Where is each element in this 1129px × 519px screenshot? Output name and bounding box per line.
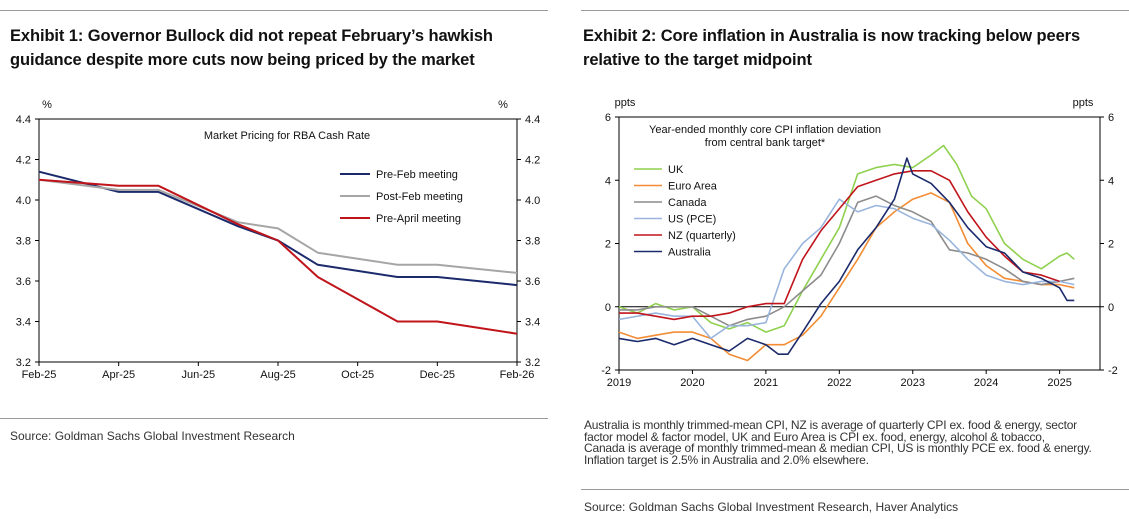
series-line-pre-april-meeting (38, 178, 518, 335)
chart-inner-title: Year-ended monthly core CPI inflation de… (649, 124, 881, 136)
x-tick-label: Dec-25 (420, 369, 455, 381)
y-tick-label-left: 4 (605, 175, 611, 187)
legend-label: NZ (quarterly) (668, 230, 736, 242)
y-tick-label-left: 4.0 (16, 195, 31, 207)
x-tick-label: 2023 (900, 377, 924, 389)
exhibit-2-note: Australia is monthly trimmed-mean CPI, N… (584, 418, 1129, 467)
note-line: Canada is average of monthly trimmed-mea… (584, 441, 1092, 456)
exhibit-1-title: Exhibit 1: Governor Bullock did not repe… (10, 24, 540, 72)
bottom-rule (581, 489, 1129, 490)
y-tick-label-right: 4 (1108, 175, 1114, 187)
y-tick-label-left: 4.2 (16, 155, 31, 167)
y-tick-label-left: 2 (605, 239, 611, 251)
legend-label: Pre-Feb meeting (376, 169, 458, 181)
x-tick-label: 2021 (754, 377, 778, 389)
x-tick-label: 2024 (974, 377, 998, 389)
x-tick-label: Jun-25 (182, 369, 216, 381)
series-line-nz-quarterly (619, 170, 1060, 321)
y-tick-label-left: 3.4 (16, 317, 31, 329)
y-tick-label-left: 6 (605, 112, 611, 124)
x-tick-label: Oct-25 (341, 369, 374, 381)
chart-inner-title: Market Pricing for RBA Cash Rate (204, 130, 370, 142)
y-tick-label-right: 4.0 (525, 195, 540, 207)
series-line-uk (618, 144, 1075, 333)
x-tick-label: Feb-26 (500, 369, 535, 381)
chart-inner-title: from central bank target* (705, 137, 826, 149)
bottom-rule (0, 418, 548, 419)
title-line-1: Exhibit 2: Core inflation in Australia i… (583, 27, 1081, 45)
legend-label: Canada (668, 197, 707, 209)
y-tick-label-right: 4.2 (525, 155, 540, 167)
y-tick-label-right: -2 (1108, 365, 1118, 377)
note-line: Inflation target is 2.5% in Australia an… (584, 452, 869, 467)
y-tick-label-left: 4.4 (16, 114, 31, 126)
y-tick-label-left: -2 (601, 365, 611, 377)
legend-label: Post-Feb meeting (376, 191, 463, 203)
y-tick-label-right: 3.2 (525, 357, 540, 369)
legend-label: Pre-April meeting (376, 213, 461, 225)
x-tick-label: 2025 (1047, 377, 1071, 389)
legend-label: US (PCE) (668, 214, 716, 226)
legend-label: Australia (668, 247, 712, 259)
series-line-canada (619, 195, 1075, 327)
legend-label: Euro Area (668, 181, 718, 193)
legend-label: UK (668, 164, 684, 176)
y-tick-label-left: 3.2 (16, 357, 31, 369)
note-line: factor model & factor model, UK and Euro… (584, 429, 1045, 444)
exhibit-2-source: Source: Goldman Sachs Global Investment … (584, 500, 959, 514)
y-tick-label-left: 3.6 (16, 276, 31, 288)
y-tick-label-right: 3.8 (525, 236, 540, 248)
x-tick-label: 2022 (827, 377, 851, 389)
y-tick-label-right: 3.6 (525, 276, 540, 288)
y-tick-label-right: 4.4 (525, 114, 540, 126)
top-rule (0, 10, 548, 11)
y-axis-unit-left: % (42, 99, 52, 111)
x-tick-label: 2019 (607, 377, 631, 389)
exhibit-2-chart: -2 -2 0 0 2 2 4 4 6 6 2019 2020 2021 2022 2023 2024 2025… (601, 97, 1118, 389)
y-axis-unit-right: % (498, 99, 508, 111)
y-tick-label-right: 2 (1108, 239, 1114, 251)
exhibit-1-source: Source: Goldman Sachs Global Investment … (10, 429, 295, 443)
x-tick-label: Feb-25 (22, 369, 57, 381)
series-line-us-pce (618, 198, 1075, 340)
y-tick-label-right: 0 (1108, 302, 1114, 314)
title-line-2: guidance despite more cuts now being pri… (10, 51, 475, 69)
x-tick-label: Aug-25 (260, 369, 295, 381)
series-line-euro-area (618, 192, 1075, 362)
exhibit-1-chart: 3.2 3.2 3.4 3.4 3.6 3.6 3.8 3.8 4.0 4.0 4.2 4.2 4.4 4… (16, 99, 541, 381)
title-line-1: Exhibit 1: Governor Bullock did not repe… (10, 27, 493, 45)
y-tick-label-right: 3.4 (525, 317, 540, 329)
y-tick-label-right: 6 (1108, 112, 1114, 124)
series-line-pre-feb-meeting (38, 170, 518, 287)
y-axis-unit-left: ppts (615, 97, 636, 109)
series-line-australia (618, 157, 1075, 356)
exhibit-2-title: Exhibit 2: Core inflation in Australia i… (583, 24, 1113, 72)
top-rule (581, 10, 1129, 11)
y-tick-label-left: 0 (605, 302, 611, 314)
title-line-2: relative to the target midpoint (583, 51, 812, 69)
x-tick-label: 2020 (680, 377, 704, 389)
x-tick-label: Apr-25 (102, 369, 135, 381)
note-line: Australia is monthly trimmed-mean CPI, N… (584, 418, 1077, 432)
series-line-post-feb-meeting (38, 178, 518, 274)
y-axis-unit-right: ppts (1073, 97, 1094, 109)
y-tick-label-left: 3.8 (16, 236, 31, 248)
